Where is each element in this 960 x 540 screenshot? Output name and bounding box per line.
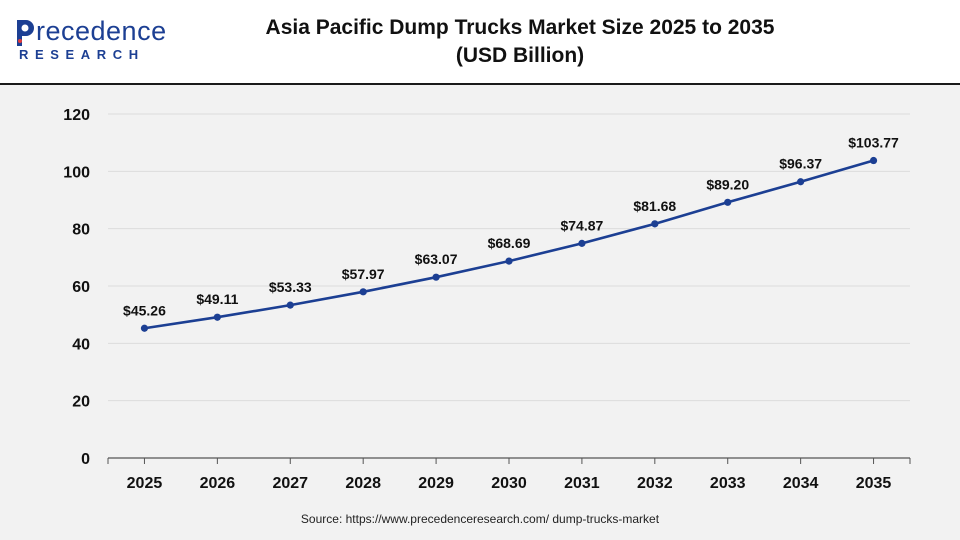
data-label: $81.68 <box>633 198 676 214</box>
chart-subtitle: (USD Billion) <box>455 44 585 67</box>
data-point <box>286 301 294 309</box>
data-label: $89.20 <box>706 176 749 192</box>
data-point <box>359 288 367 296</box>
y-tick-label: 40 <box>72 336 90 353</box>
data-label: $68.69 <box>488 235 531 251</box>
data-point <box>505 257 513 265</box>
brand-logo: recedence RESEARCH <box>14 14 167 64</box>
data-label: $103.77 <box>848 135 899 151</box>
x-tick-label: 2030 <box>491 475 527 492</box>
data-label: $53.33 <box>269 279 312 295</box>
source-note: Source: https://www.precedenceresearch.c… <box>0 510 960 540</box>
x-tick-label: 2028 <box>345 475 381 492</box>
brand-subtitle: RESEARCH <box>19 47 145 62</box>
x-tick-label: 2033 <box>710 475 746 492</box>
data-label: $63.07 <box>415 251 458 267</box>
data-point <box>213 313 221 321</box>
header: recedence RESEARCH Asia Pacific Dump Tru… <box>0 0 960 85</box>
data-point <box>432 273 440 281</box>
data-point <box>869 156 878 165</box>
y-tick-label: 60 <box>72 279 90 296</box>
chart-title: Asia Pacific Dump Trucks Market Size 202… <box>265 16 775 39</box>
x-tick-label: 2032 <box>637 475 673 492</box>
data-label: $57.97 <box>342 266 385 282</box>
y-tick-label: 120 <box>63 107 90 124</box>
x-tick-label: 2029 <box>418 475 454 492</box>
data-label: $96.37 <box>779 156 822 172</box>
plot-area: 0 20 40 60 80 100 120 2025 2026 2027 2028 2029 2030 2… <box>0 85 960 510</box>
x-tick-label: 2034 <box>783 475 819 492</box>
chart-title-block: Asia Pacific Dump Trucks Market Size 202… <box>240 14 800 70</box>
header-divider <box>0 83 960 85</box>
data-label: $74.87 <box>560 217 603 233</box>
y-tick-label: 0 <box>81 451 90 468</box>
x-tick-label: 2026 <box>200 475 236 492</box>
x-tick-label: 2027 <box>272 475 308 492</box>
y-tick-label: 80 <box>72 222 90 239</box>
brand-name: recedence <box>36 16 167 46</box>
line-chart: 0 20 40 60 80 100 120 2025 2026 2027 2028 2029 2030 2… <box>63 107 911 492</box>
data-point <box>651 220 659 228</box>
y-tick-label: 100 <box>63 164 90 181</box>
data-label: $45.26 <box>123 302 166 318</box>
x-tick-label: 2035 <box>856 475 892 492</box>
data-point <box>797 178 805 186</box>
data-point <box>140 324 149 332</box>
data-point <box>724 198 732 206</box>
y-tick-label: 20 <box>72 394 90 411</box>
data-point <box>578 239 586 247</box>
x-tick-label: 2025 <box>127 475 163 492</box>
logo-mark-icon <box>17 20 34 46</box>
x-tick-label: 2031 <box>564 475 600 492</box>
data-label: $49.11 <box>196 291 238 307</box>
